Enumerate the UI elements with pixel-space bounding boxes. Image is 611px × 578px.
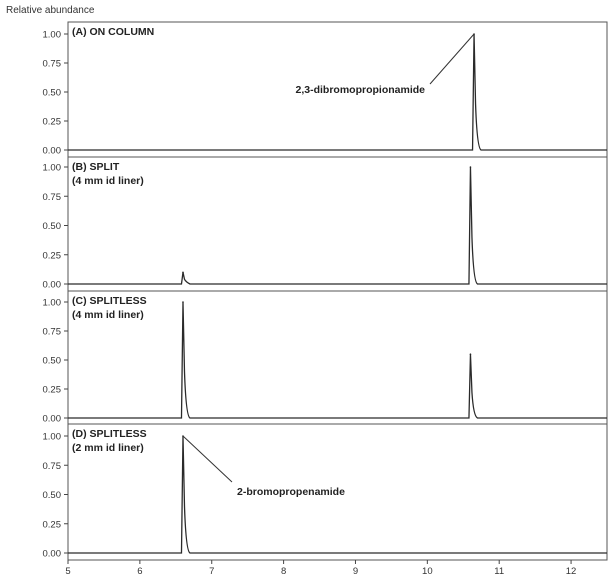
chromatogram-trace: [68, 166, 607, 285]
chromatogram-trace: [68, 435, 607, 554]
x-tick-label: 8: [281, 566, 286, 577]
y-tick-label: 0.50: [43, 356, 62, 367]
peak-apex: [469, 353, 472, 356]
annotation-leader: [429, 33, 475, 85]
x-tick-label: 5: [65, 566, 70, 577]
y-tick-label: 0.50: [43, 88, 62, 99]
y-tick-label: 0.75: [43, 59, 62, 70]
y-tick-label: 0.00: [43, 146, 62, 157]
x-tick-label: 11: [494, 566, 504, 577]
panel-frame: [67, 290, 608, 425]
x-tick-label: 6: [137, 566, 142, 577]
y-tick-label: 1.00: [43, 298, 62, 309]
y-tick-label: 0.25: [43, 385, 62, 396]
y-tick-label: 0.25: [43, 519, 62, 530]
x-tick-label: 12: [566, 566, 577, 577]
y-tick-label: 0.50: [43, 221, 62, 232]
panel-frame: [67, 156, 608, 292]
annotation-label: 2-bromopropenamide: [237, 486, 345, 498]
y-tick-label: 0.00: [43, 414, 62, 425]
panel-title: (B) SPLIT: [72, 161, 120, 173]
y-tick-label: 0.25: [43, 117, 62, 128]
panel-subtitle: (4 mm id liner): [72, 309, 144, 321]
y-tick-label: 0.00: [43, 549, 62, 560]
y-tick-label: 0.75: [43, 192, 62, 203]
y-tick-label: 1.00: [43, 432, 62, 443]
annotation-leader: [182, 435, 233, 483]
x-tick-label: 7: [209, 566, 214, 577]
chromatogram-trace: [68, 33, 607, 151]
y-tick-label: 0.50: [43, 490, 62, 501]
chromatogram-trace: [68, 301, 607, 419]
y-tick-label: 0.75: [43, 461, 62, 472]
annotation-label: 2,3-dibromopropionamide: [295, 84, 425, 96]
y-tick-label: 1.00: [43, 163, 62, 174]
y-tick-label: 0.00: [43, 280, 62, 291]
panel-subtitle: (4 mm id liner): [72, 175, 144, 187]
y-tick-label: 0.75: [43, 327, 62, 338]
x-tick-label: 9: [353, 566, 358, 577]
panel-title: (D) SPLITLESS: [72, 428, 147, 440]
panel-frame: [67, 423, 608, 561]
y-tick-label: 1.00: [43, 30, 62, 41]
y-tick-label: 0.25: [43, 250, 62, 261]
peak-apex: [182, 301, 184, 303]
panel-subtitle: (2 mm id liner): [72, 442, 144, 454]
panel-title: (C) SPLITLESS: [72, 295, 147, 307]
y-axis-title: Relative abundance: [6, 5, 95, 16]
peak-apex: [469, 166, 472, 168]
x-tick-label: 10: [422, 566, 433, 577]
panel-title: (A) ON COLUMN: [72, 26, 154, 38]
peak-apex: [182, 271, 184, 274]
